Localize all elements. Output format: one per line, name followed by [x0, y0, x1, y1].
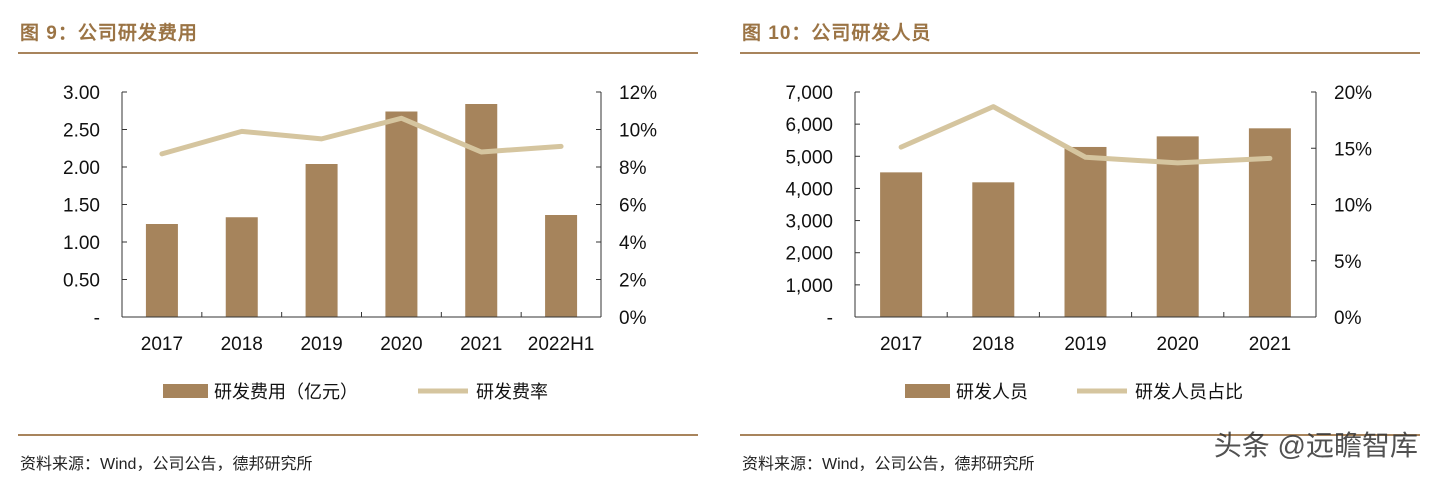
x-tick-label: 2022H1: [528, 334, 595, 355]
x-tick-label: 2017: [141, 334, 183, 355]
source-note: 资料来源：Wind，公司公告，德邦研究所: [742, 456, 1035, 473]
y-tick-label: 2.50: [63, 121, 100, 142]
legend-bar-swatch: [905, 384, 950, 398]
chart-title: 图 9：公司研发费用: [20, 23, 198, 44]
x-tick-label: 2021: [460, 334, 502, 355]
y-tick-label: 4,000: [785, 179, 833, 200]
x-tick-label: 2019: [300, 334, 342, 355]
y2-tick-label: 12%: [619, 83, 657, 104]
bar: [465, 104, 498, 317]
y-tick-label: 5,000: [785, 147, 833, 168]
legend-bar-swatch: [163, 384, 208, 398]
y2-tick-label: 0%: [619, 308, 647, 329]
bar: [1064, 146, 1107, 317]
x-tick-label: 2020: [1157, 334, 1199, 355]
source-note: 资料来源：Wind，公司公告，德邦研究所: [20, 456, 313, 473]
title-divider: [18, 52, 698, 54]
rd-staff-panel: 图 10：公司研发人员 资料来源：Wind，公司公告，德邦研究所 - 1,000 2…: [740, 0, 1420, 477]
rd-expense-panel: 图 9：公司研发费用 资料来源：Wind，公司公告，德邦研究所 - 0.50 1.0…: [18, 0, 698, 477]
x-tick-label: 2018: [972, 334, 1014, 355]
y-tick-label: -: [94, 308, 100, 329]
y-tick-label: 7,000: [785, 83, 833, 104]
y-tick-label: 0.50: [63, 271, 100, 292]
y-tick-label: 1,000: [785, 276, 833, 297]
chart-title: 图 10：公司研发人员: [742, 23, 932, 44]
y2-tick-label: 10%: [1334, 196, 1372, 217]
legend-line-label: 研发人员占比: [1135, 382, 1243, 402]
bar: [545, 215, 578, 317]
y2-tick-label: 6%: [619, 196, 647, 217]
legend-line-label: 研发费率: [476, 382, 548, 402]
chart-svg: - 0.50 1.00 1.50 2.00 2.50 3.00 0% 2% 4% 6% 8% 10% 12…: [63, 83, 657, 402]
y2-tick-label: 8%: [619, 158, 647, 179]
y2-tick-label: 4%: [619, 233, 647, 254]
y-tick-label: 3,000: [785, 212, 833, 233]
bar: [385, 111, 418, 317]
x-tick-label: 2021: [1249, 334, 1291, 355]
bar: [225, 217, 258, 317]
x-tick-label: 2018: [221, 334, 263, 355]
y2-tick-label: 10%: [619, 121, 657, 142]
y2-tick-label: 20%: [1334, 83, 1372, 104]
y-tick-label: 6,000: [785, 115, 833, 136]
x-tick-label: 2020: [380, 334, 422, 355]
bar: [1156, 136, 1199, 317]
y-tick-label: 2,000: [785, 244, 833, 265]
y2-tick-label: 5%: [1334, 252, 1362, 273]
source-divider: [740, 434, 1420, 436]
y2-tick-label: 2%: [619, 271, 647, 292]
bar: [972, 182, 1015, 317]
watermark: 头条 @远瞻智库: [1213, 430, 1418, 461]
y-tick-label: 1.50: [63, 196, 100, 217]
x-tick-label: 2017: [880, 334, 922, 355]
y-tick-label: 1.00: [63, 233, 100, 254]
y-tick-label: -: [827, 308, 833, 329]
bar: [305, 164, 338, 317]
bar: [880, 172, 923, 317]
source-divider: [18, 434, 698, 436]
bar: [145, 224, 178, 317]
x-tick-label: 2019: [1064, 334, 1106, 355]
title-divider: [740, 52, 1420, 54]
chart-svg: - 1,000 2,000 3,000 4,000 5,000 6,000 7,000 0% 5%…: [785, 83, 1372, 402]
y-tick-label: 3.00: [63, 83, 100, 104]
legend-bar-label: 研发人员: [956, 382, 1028, 402]
legend-bar-label: 研发费用（亿元）: [214, 382, 358, 402]
y2-tick-label: 15%: [1334, 139, 1372, 160]
rate-line: [898, 104, 1273, 166]
rate-line: [159, 115, 564, 157]
y-tick-label: 2.00: [63, 158, 100, 179]
y2-tick-label: 0%: [1334, 308, 1362, 329]
